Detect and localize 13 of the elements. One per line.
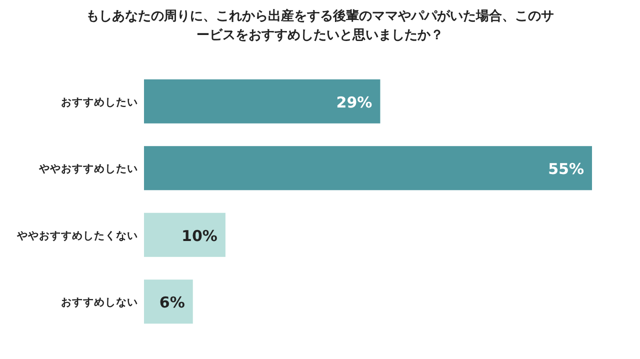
data-label: 10%	[182, 226, 218, 245]
y-tick-label: おすすめしたい	[61, 96, 138, 108]
data-label: 55%	[548, 160, 584, 178]
bar	[144, 212, 226, 257]
data-label: 29%	[336, 93, 372, 112]
y-tick-label: ややおすすめしたくない	[16, 230, 138, 242]
bar	[144, 79, 380, 124]
y-tick-label: ややおすすめしたい	[38, 163, 138, 176]
chart-title: もしあなたの周りに、これから出産をする後輩のママやパパがいた場合、このサービスをおすすめしたいと思いましたか？	[86, 8, 554, 43]
data-label: 6%	[159, 294, 185, 312]
bar	[144, 280, 193, 324]
bar	[144, 146, 592, 190]
y-tick-label: おすすめしない	[61, 296, 138, 309]
